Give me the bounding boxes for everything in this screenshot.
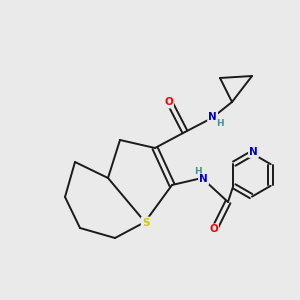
Text: O: O: [164, 98, 173, 107]
Text: H: H: [195, 167, 202, 176]
Text: N: N: [208, 112, 217, 122]
Text: N: N: [249, 147, 258, 157]
Text: N: N: [199, 175, 208, 184]
Text: S: S: [142, 218, 149, 228]
Text: O: O: [209, 224, 218, 235]
Text: H: H: [217, 119, 224, 128]
